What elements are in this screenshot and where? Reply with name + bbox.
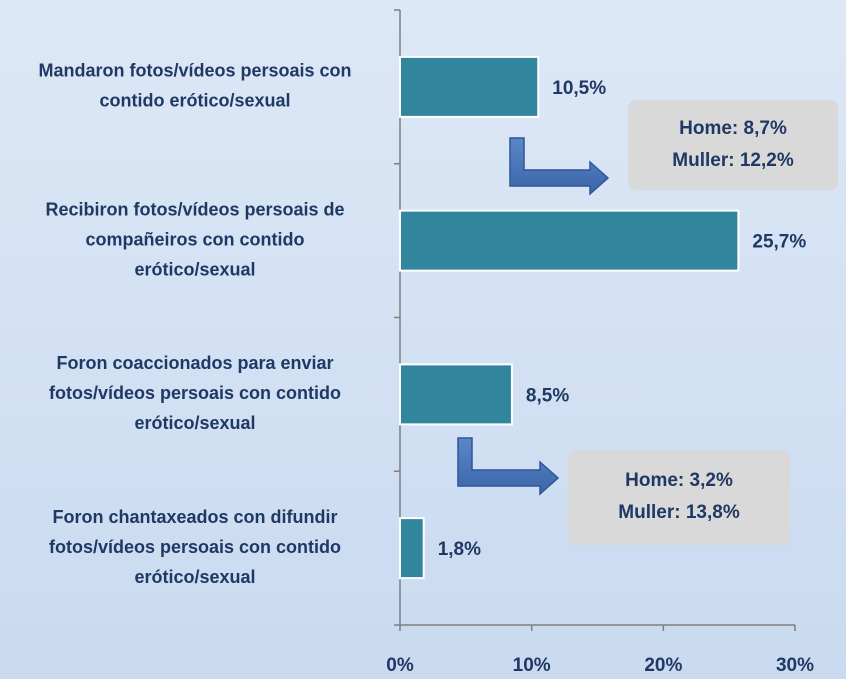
value-label: 10,5% [552,78,606,99]
category-label: fotos/vídeos persoais con contido [49,383,341,403]
bar [399,55,540,118]
category-label: Foron chantaxeados con difundir [52,507,337,527]
category-label: compañeiros con contido [85,229,304,249]
x-tick-label: 20% [644,655,682,676]
value-label: 1,8% [438,539,481,560]
bar [399,517,425,580]
category-label: erótico/sexual [134,567,255,587]
category-label: Mandaron fotos/vídeos persoais con [38,61,351,81]
callout-box [568,450,790,545]
callout-text: Muller: 12,2% [672,150,794,171]
category-label: erótico/sexual [134,413,255,433]
bar [399,209,740,272]
category-label: contido erótico/sexual [99,91,290,111]
callout-text: Home: 3,2% [625,470,733,491]
value-label: 8,5% [526,385,569,406]
value-label: 25,7% [752,232,806,253]
category-label: Foron coaccionados para enviar [56,353,333,373]
x-tick-label: 10% [513,655,551,676]
callout-box [628,100,838,190]
category-label: erótico/sexual [134,259,255,279]
arrow [457,437,560,496]
x-tick-label: 0% [386,655,414,676]
category-label: fotos/vídeos persoais con contido [49,537,341,557]
x-tick-label: 30% [776,655,814,676]
category-label: Recibiron fotos/vídeos persoais de [45,199,344,219]
bar [399,363,513,426]
callout-text: Muller: 13,8% [618,502,740,523]
arrow [509,137,610,196]
callout-text: Home: 8,7% [679,118,787,139]
